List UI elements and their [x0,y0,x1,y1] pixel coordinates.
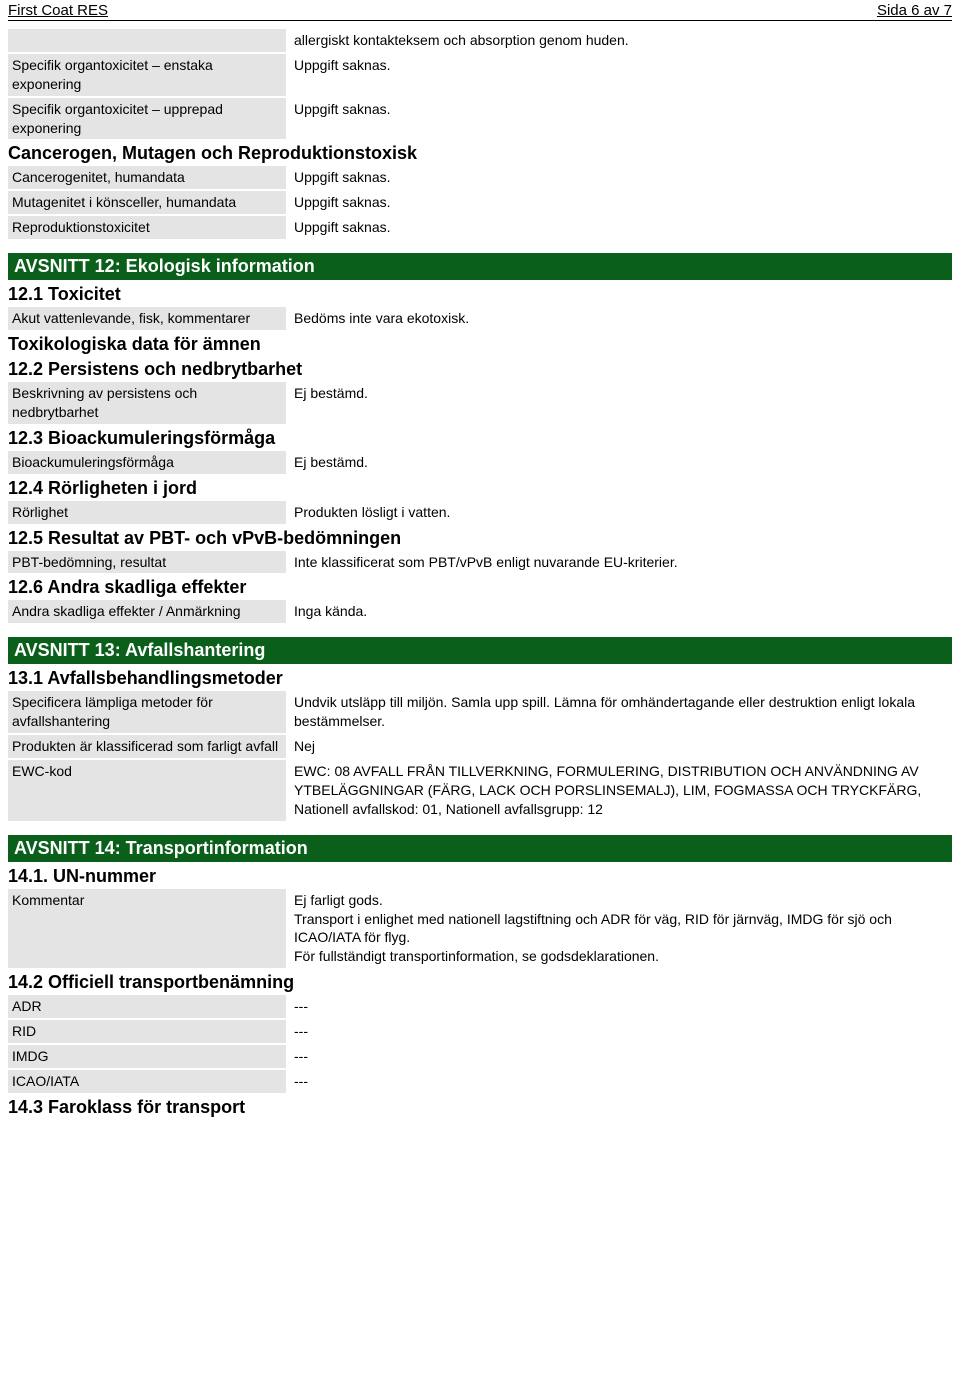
row-12-1-acute: Akut vattenlevande, fisk, kommentarer Be… [8,307,952,330]
row-label: Bioackumuleringsförmåga [8,451,286,474]
section-13-bar: AVSNITT 13: Avfallshantering [8,637,952,664]
row-value: Nej [286,735,952,758]
row-value: --- [286,1070,952,1093]
row-carcinogenicity: Cancerogenitet, humandata Uppgift saknas… [8,166,952,189]
heading-12-1: 12.1 Toxicitet [8,284,952,305]
row-value: Ej farligt gods. Transport i enlighet me… [286,889,952,969]
heading-12-3: 12.3 Bioackumuleringsförmåga [8,428,952,449]
row-14-2-imdg: IMDG --- [8,1045,952,1068]
row-value: Produkten lösligt i vatten. [286,501,952,524]
row-label: ADR [8,995,286,1018]
heading-14-2: 14.2 Officiell transportbenämning [8,972,952,993]
row-specific-organ-repeated: Specifik organtoxicitet – upprepad expon… [8,98,952,140]
row-label: Beskrivning av persistens och nedbrytbar… [8,382,286,424]
row-value: --- [286,1045,952,1068]
section-14-bar: AVSNITT 14: Transportinformation [8,835,952,862]
row-value: Uppgift saknas. [286,216,952,239]
row-12-5-pbt: PBT-bedömning, resultat Inte klassificer… [8,551,952,574]
row-label: Specifik organtoxicitet – upprepad expon… [8,98,286,140]
row-value: --- [286,995,952,1018]
row-value: Inte klassificerat som PBT/vPvB enligt n… [286,551,952,574]
row-label: Kommentar [8,889,286,969]
row-12-2-persistence: Beskrivning av persistens och nedbrytbar… [8,382,952,424]
heading-12-5: 12.5 Resultat av PBT- och vPvB-bedömning… [8,528,952,549]
row-14-2-icao: ICAO/IATA --- [8,1070,952,1093]
heading-12-4: 12.4 Rörligheten i jord [8,478,952,499]
heading-14-3: 14.3 Faroklass för transport [8,1097,952,1118]
row-label: EWC-kod [8,760,286,821]
row-value: Uppgift saknas. [286,191,952,214]
row-specific-organ-single: Specifik organtoxicitet – enstaka expone… [8,54,952,96]
row-13-1-methods: Specificera lämpliga metoder för avfalls… [8,691,952,733]
row-label: Reproduktionstoxicitet [8,216,286,239]
row-value: Bedöms inte vara ekotoxisk. [286,307,952,330]
heading-12-6: 12.6 Andra skadliga effekter [8,577,952,598]
row-label: PBT-bedömning, resultat [8,551,286,574]
row-label: IMDG [8,1045,286,1068]
heading-carcinogen-mutagen: Cancerogen, Mutagen och Reproduktionstox… [8,143,952,164]
section-12-bar: AVSNITT 12: Ekologisk information [8,253,952,280]
row-label: Akut vattenlevande, fisk, kommentarer [8,307,286,330]
page-number: Sida 6 av 7 [877,2,952,19]
heading-tox-data: Toxikologiska data för ämnen [8,334,952,355]
heading-14-1: 14.1. UN-nummer [8,866,952,887]
doc-header: First Coat RES Sida 6 av 7 [8,0,952,21]
row-mutagenicity: Mutagenitet i könsceller, humandata Uppg… [8,191,952,214]
row-label: RID [8,1020,286,1043]
row-label: Andra skadliga effekter / Anmärkning [8,600,286,623]
row-allergic-note: allergiskt kontakteksem och absorption g… [8,29,952,52]
row-12-4-mobility: Rörlighet Produkten lösligt i vatten. [8,501,952,524]
row-label: Rörlighet [8,501,286,524]
row-value: EWC: 08 AVFALL FRÅN TILLVERKNING, FORMUL… [286,760,952,821]
row-label: Specificera lämpliga metoder för avfalls… [8,691,286,733]
heading-12-2: 12.2 Persistens och nedbrytbarhet [8,359,952,380]
row-13-1-ewc: EWC-kod EWC: 08 AVFALL FRÅN TILLVERKNING… [8,760,952,821]
row-12-3-bioaccum: Bioackumuleringsförmåga Ej bestämd. [8,451,952,474]
row-label: Specifik organtoxicitet – enstaka expone… [8,54,286,96]
row-14-1-comment: Kommentar Ej farligt gods. Transport i e… [8,889,952,969]
row-13-1-classified: Produkten är klassificerad som farligt a… [8,735,952,758]
row-label: Mutagenitet i könsceller, humandata [8,191,286,214]
row-value: Ej bestämd. [286,382,952,424]
row-label: ICAO/IATA [8,1070,286,1093]
row-label: Cancerogenitet, humandata [8,166,286,189]
row-value: Inga kända. [286,600,952,623]
row-label-empty [8,29,286,52]
row-value: Ej bestämd. [286,451,952,474]
row-reproductive-toxicity: Reproduktionstoxicitet Uppgift saknas. [8,216,952,239]
row-value: Uppgift saknas. [286,54,952,96]
row-value: allergiskt kontakteksem och absorption g… [286,29,952,52]
heading-13-1: 13.1 Avfallsbehandlingsmetoder [8,668,952,689]
doc-title: First Coat RES [8,2,108,19]
row-value: Uppgift saknas. [286,98,952,140]
row-label: Produkten är klassificerad som farligt a… [8,735,286,758]
row-14-2-rid: RID --- [8,1020,952,1043]
row-value: Undvik utsläpp till miljön. Samla upp sp… [286,691,952,733]
row-14-2-adr: ADR --- [8,995,952,1018]
row-12-6-other: Andra skadliga effekter / Anmärkning Ing… [8,600,952,623]
row-value: Uppgift saknas. [286,166,952,189]
row-value: --- [286,1020,952,1043]
